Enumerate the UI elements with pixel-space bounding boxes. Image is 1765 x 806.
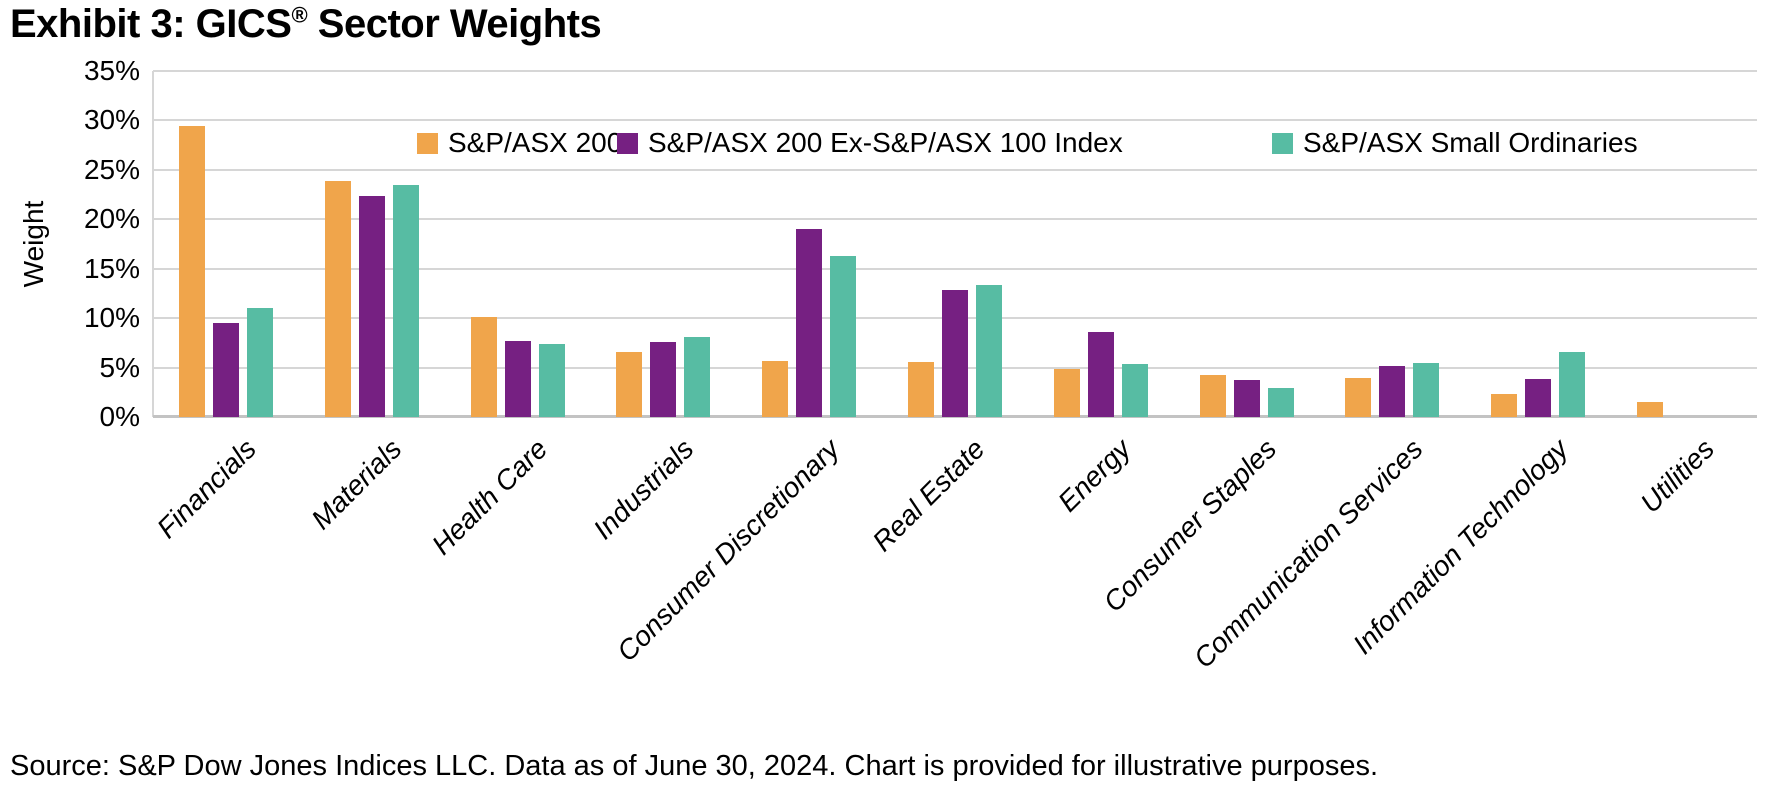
- y-gridline-35pct: [153, 70, 1757, 72]
- y-axis-tick-label: 5%: [99, 351, 140, 383]
- bar-communication-services-s-p-asx-200-ex-s-p-asx-100-index: [1379, 365, 1406, 417]
- bar-energy-s-p-asx-200-ex-s-p-asx-100-index: [1087, 331, 1114, 417]
- category-label: Materials: [305, 433, 408, 536]
- y-axis-tick-label: 20%: [83, 203, 140, 235]
- bar-consumer-discretionary-s-p-asx-200-ex-s-p-asx-100-index: [796, 229, 823, 417]
- bar-industrials-s-p-asx-small-ordinaries: [684, 336, 711, 417]
- bar-financials-s-p-asx-small-ordinaries: [246, 308, 273, 417]
- y-axis-tick-label: 30%: [83, 104, 140, 136]
- legend-label: S&P/ASX 200: [448, 127, 623, 158]
- bar-consumer-staples-s-p-asx-small-ordinaries: [1267, 388, 1294, 417]
- y-axis-tick-label: 35%: [83, 55, 140, 86]
- legend-swatch-s-p-asx-small-ordinaries: [1272, 132, 1293, 154]
- category-label: Industrials: [587, 433, 700, 546]
- category-label: Real Estate: [866, 433, 991, 558]
- bar-industrials-s-p-asx-200: [616, 351, 643, 417]
- legend-item-s-p-asx-200: S&P/ASX 200: [417, 126, 622, 160]
- y-gridline-30pct: [153, 119, 1757, 122]
- legend-label: S&P/ASX 200 Ex-S&P/ASX 100 Index: [648, 127, 1123, 158]
- bar-consumer-discretionary-s-p-asx-small-ordinaries: [830, 255, 857, 417]
- y-axis-tick-label: 15%: [83, 252, 140, 284]
- bar-real-estate-s-p-asx-200: [908, 361, 934, 417]
- bar-health-care-s-p-asx-200: [470, 317, 497, 417]
- y-axis-tick-label: 10%: [83, 302, 140, 334]
- bar-financials-s-p-asx-200: [178, 126, 205, 417]
- legend-swatch-s-p-asx-200: [417, 132, 438, 154]
- bar-financials-s-p-asx-200-ex-s-p-asx-100-index: [212, 323, 239, 417]
- chart-title: Exhibit 3: GICS® Sector Weights: [10, 2, 602, 47]
- registered-trademark-symbol: ®: [291, 2, 308, 28]
- category-label: Energy: [1052, 433, 1137, 518]
- legend-swatch-s-p-asx-200-ex-s-p-asx-100-index: [617, 132, 638, 154]
- bar-information-technology-s-p-asx-small-ordinaries: [1559, 351, 1586, 417]
- bar-materials-s-p-asx-200-ex-s-p-asx-100-index: [358, 195, 385, 417]
- title-prefix: Exhibit 3: GICS: [10, 2, 292, 46]
- title-suffix: Sector Weights: [307, 2, 602, 46]
- bar-consumer-staples-s-p-asx-200: [1199, 375, 1226, 417]
- bar-consumer-discretionary-s-p-asx-200: [762, 360, 789, 417]
- source-note: Source: S&P Dow Jones Indices LLC. Data …: [10, 750, 1379, 782]
- bar-information-technology-s-p-asx-200: [1491, 394, 1518, 417]
- bar-communication-services-s-p-asx-small-ordinaries: [1413, 362, 1440, 417]
- bar-materials-s-p-asx-small-ordinaries: [392, 184, 419, 417]
- legend-label: S&P/ASX Small Ordinaries: [1303, 127, 1638, 158]
- y-gridline-25pct: [153, 168, 1757, 171]
- bar-consumer-staples-s-p-asx-200-ex-s-p-asx-100-index: [1233, 380, 1260, 417]
- bar-energy-s-p-asx-small-ordinaries: [1121, 363, 1148, 417]
- y-axis-line: [152, 71, 154, 417]
- bar-health-care-s-p-asx-small-ordinaries: [538, 343, 565, 417]
- bar-energy-s-p-asx-200: [1053, 368, 1080, 417]
- y-axis-tick-label: 25%: [83, 153, 140, 185]
- bar-industrials-s-p-asx-200-ex-s-p-asx-100-index: [650, 341, 677, 417]
- legend-item-s-p-asx-200-ex-s-p-asx-100-index: S&P/ASX 200 Ex-S&P/ASX 100 Index: [617, 126, 1123, 160]
- y-gridline-20pct: [153, 218, 1757, 221]
- legend-item-s-p-asx-small-ordinaries: S&P/ASX Small Ordinaries: [1272, 126, 1638, 160]
- bar-real-estate-s-p-asx-200-ex-s-p-asx-100-index: [942, 290, 968, 417]
- bar-communication-services-s-p-asx-200: [1345, 378, 1372, 417]
- y-axis-tick-label: 0%: [99, 401, 140, 432]
- bar-materials-s-p-asx-200: [324, 180, 351, 417]
- bar-utilities-s-p-asx-200: [1637, 402, 1664, 417]
- category-label: Health Care: [425, 433, 554, 561]
- bar-information-technology-s-p-asx-200-ex-s-p-asx-100-index: [1525, 379, 1552, 417]
- bar-real-estate-s-p-asx-small-ordinaries: [976, 284, 1002, 417]
- bar-health-care-s-p-asx-200-ex-s-p-asx-100-index: [504, 340, 531, 417]
- category-label: Utilities: [1634, 433, 1721, 519]
- category-label: Financials: [150, 433, 262, 545]
- y-gridline-15pct: [153, 267, 1757, 270]
